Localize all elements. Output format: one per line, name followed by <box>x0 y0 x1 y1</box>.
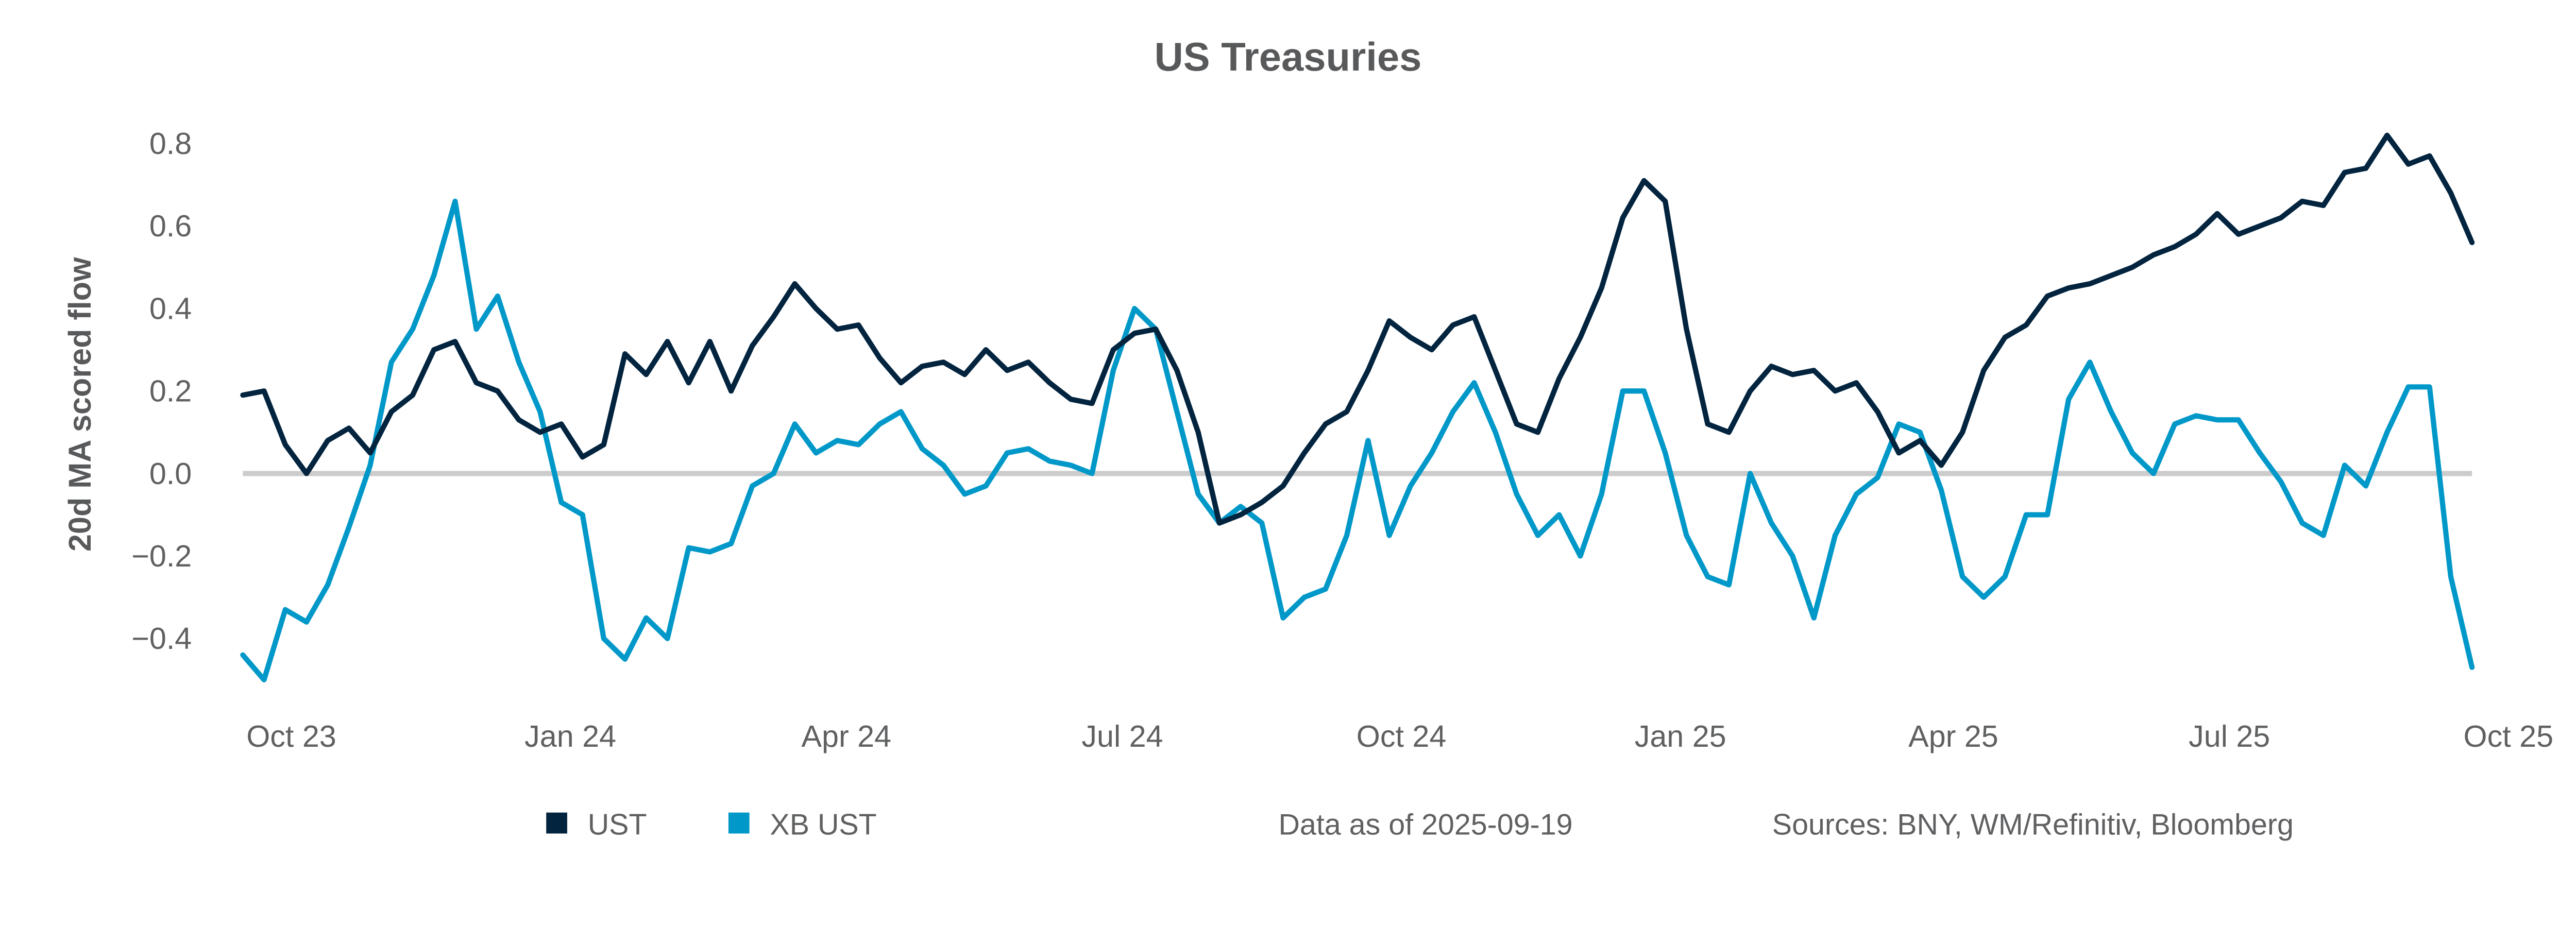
y-axis-ticks: −0.4 −0.2 0.0 0.2 0.4 0.6 0.8 <box>131 126 192 656</box>
line-chart: US Treasuries 20d MA scored flow −0.4−0.… <box>62 35 2553 841</box>
legend-swatch-xb-ust <box>728 812 750 834</box>
x-tick-label: Apr 24 <box>802 719 892 753</box>
series-line-ust <box>240 132 2475 526</box>
y-tick-label: 0.0 <box>149 456 192 491</box>
series-lines <box>240 132 2475 682</box>
x-tick-label: Jan 24 <box>524 719 616 753</box>
series-line-xb-ust <box>240 198 2475 682</box>
x-tick-label: Oct 24 <box>1357 719 1447 753</box>
x-tick-label: Jul 24 <box>1081 719 1163 753</box>
legend-swatch-ust <box>546 812 567 834</box>
y-tick-label: −0.4 <box>131 621 192 656</box>
y-tick-label: 0.6 <box>149 209 192 243</box>
sources-note: Sources: BNY, WM/Refinitiv, Bloomberg <box>1772 808 2294 841</box>
y-tick-label: 0.2 <box>149 374 192 408</box>
legend-label-xb-ust: XB UST <box>770 808 876 841</box>
y-tick-label: 0.8 <box>149 126 192 161</box>
x-tick-label: Jul 25 <box>2189 719 2270 753</box>
chart-title: US Treasuries <box>1155 35 1422 79</box>
y-tick-label: 0.4 <box>149 291 192 325</box>
legend-item-ust: UST <box>546 808 647 841</box>
x-axis-ticks: Oct 23 Jan 24 Apr 24 Jul 24 Oct 24 Jan 25 Apr … <box>246 719 2553 753</box>
legend: UST XB UST <box>546 808 877 841</box>
x-tick-label: Oct 25 <box>2464 719 2554 753</box>
data-as-of-note: Data as of 2025-09-19 <box>1278 808 1572 841</box>
y-axis-label: 20d MA scored flow <box>62 257 97 552</box>
legend-label-ust: UST <box>588 808 647 841</box>
x-tick-label: Apr 25 <box>1908 719 1998 753</box>
y-tick-label: −0.2 <box>131 539 192 573</box>
x-tick-label: Oct 23 <box>246 719 336 753</box>
x-tick-label: Jan 25 <box>1635 719 1726 753</box>
legend-item-xb-ust: XB UST <box>728 808 877 841</box>
